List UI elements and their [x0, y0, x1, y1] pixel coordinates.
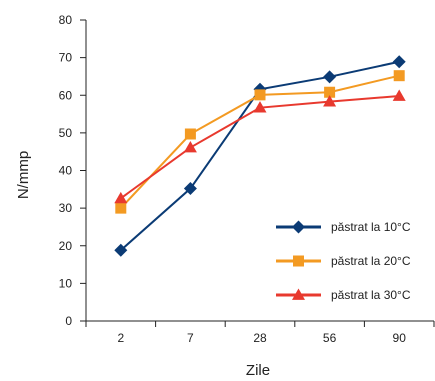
y-tick-label: 70 — [59, 51, 73, 65]
legend: păstrat la 10°C păstrat la 20°C păstrat la… — [276, 220, 411, 302]
legend-entry: păstrat la 20°C — [276, 254, 411, 268]
data-point — [253, 101, 267, 113]
data-point — [392, 55, 406, 69]
legend-marker — [292, 288, 305, 300]
y-tick-label: 30 — [59, 201, 73, 215]
legend-entry: păstrat la 30°C — [276, 288, 411, 302]
data-point — [254, 89, 266, 101]
series-2 — [115, 70, 405, 214]
x-ticks: 2 7 28 56 90 — [85, 321, 435, 345]
y-tick-label: 10 — [59, 276, 73, 290]
y-tick-label: 50 — [59, 126, 73, 140]
data-point — [323, 70, 337, 84]
y-tick-label: 80 — [59, 13, 73, 27]
x-tick-label: 90 — [393, 331, 407, 345]
x-axis-title: Zile — [246, 362, 270, 379]
data-point — [392, 89, 406, 101]
data-point — [324, 86, 336, 98]
legend-marker — [293, 255, 304, 267]
data-point — [393, 70, 405, 82]
data-point — [323, 95, 337, 107]
y-tick-label: 60 — [59, 88, 73, 102]
y-tick-label: 20 — [59, 239, 73, 253]
data-point — [184, 128, 196, 140]
y-tick-label: 0 — [65, 314, 72, 328]
legend-label: păstrat la 10°C — [331, 220, 411, 234]
y-ticks: 0 10 20 30 40 50 60 70 80 — [59, 13, 86, 328]
data-point — [114, 243, 128, 257]
legend-entry: păstrat la 10°C — [276, 220, 411, 234]
data-point — [183, 182, 197, 196]
legend-label: păstrat la 20°C — [331, 254, 411, 268]
y-axis-title: N/mmp — [15, 151, 32, 199]
legend-marker — [292, 220, 305, 234]
series-layer — [114, 55, 406, 257]
x-tick-label: 56 — [323, 331, 337, 345]
data-point — [183, 141, 197, 153]
data-point — [114, 191, 128, 204]
data-point — [115, 202, 127, 214]
legend-label: păstrat la 30°C — [331, 288, 411, 302]
x-tick-label: 2 — [117, 331, 124, 345]
x-tick-label: 28 — [253, 331, 267, 345]
x-tick-label: 7 — [187, 331, 194, 345]
series-3 — [114, 89, 406, 204]
y-tick-label: 40 — [59, 164, 73, 178]
